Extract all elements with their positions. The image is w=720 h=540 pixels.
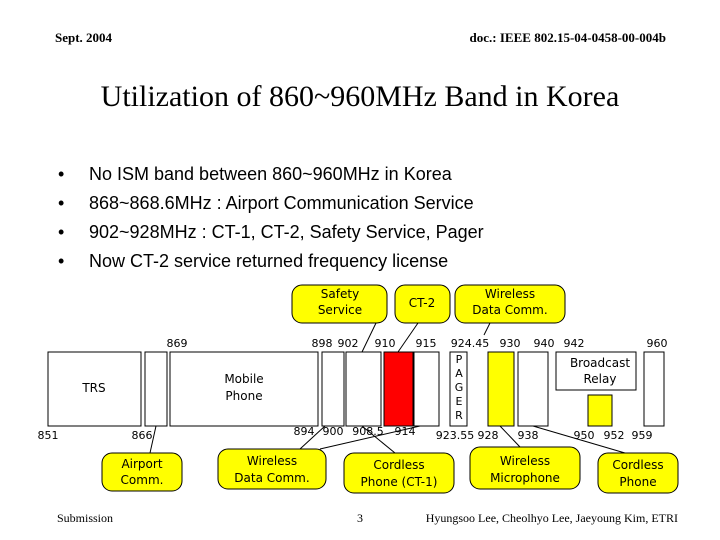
airport-comm-band [144, 351, 168, 427]
ct2-callout [394, 284, 451, 324]
header-date: Sept. 2004 [55, 30, 113, 45]
bullet-dot: • [58, 193, 65, 213]
cordless-phone-label-line1: Cordless [612, 458, 663, 472]
cordless-phone-label-line2: Phone [619, 475, 656, 489]
safety-service-callout [291, 284, 388, 324]
cordless-ct1-pointer [361, 425, 396, 454]
wireless-mic-callout [469, 446, 581, 490]
freq-940: 940 [534, 337, 555, 350]
trs-label: TRS [81, 381, 105, 395]
footer-submission: Submission [57, 511, 114, 525]
freq-900: 900 [323, 425, 344, 438]
bullet-item: • 902~928MHz : CT-1, CT-2, Safety Service… [58, 218, 484, 247]
airport-comm-label-line2: Comm. [121, 473, 164, 487]
bullet-dot: • [58, 222, 65, 242]
cordless-ct1-label-line2: Phone (CT-1) [361, 475, 438, 489]
freq-923-55: 923.55 [436, 429, 475, 442]
ct2-pointer [397, 322, 419, 353]
cordless-phone-pointer [532, 425, 626, 454]
freq-894: 894 [294, 425, 315, 438]
cordless-ct1-callout [343, 452, 455, 494]
broadcast-relay-band [587, 394, 613, 427]
top-frequency-labels: 869 898 902 910 915 924.45 930 940 942 9… [167, 337, 668, 350]
wireless-mic-label-line1: Wireless [500, 454, 550, 468]
slide-title: Utilization of 860~960MHz Band in Korea [100, 80, 620, 113]
cordless-phone-callout [597, 452, 679, 494]
bullet-text: Now CT-2 service returned frequency lice… [89, 251, 449, 271]
freq-910: 910 [375, 337, 396, 350]
airport-comm-callout [101, 452, 183, 492]
bullet-item: • No ISM band between 860~960MHz in Korea [58, 160, 484, 189]
wireless-data-band-894 [321, 351, 345, 427]
band-959-960 [643, 351, 665, 427]
ct2-band [383, 351, 414, 427]
wireless-mic-label-line2: Microphone [490, 471, 560, 485]
freq-928: 928 [478, 429, 499, 442]
bullet-text: 902~928MHz : CT-1, CT-2, Safety Service,… [89, 222, 484, 242]
pager-letter: G [455, 381, 464, 394]
wireless-data-top-callout [454, 284, 566, 324]
freq-952: 952 [604, 429, 625, 442]
ct2-label: CT-2 [409, 296, 436, 310]
wireless-mic-pointer [499, 425, 521, 448]
freq-902: 902 [338, 337, 359, 350]
freq-942: 942 [564, 337, 585, 350]
freq-959: 959 [632, 429, 653, 442]
bullet-dot: • [58, 164, 65, 184]
safety-service-pointer [361, 322, 377, 353]
mobile-phone-label-line1: Mobile [224, 372, 263, 386]
safety-service-label-line2: Service [318, 303, 362, 317]
wireless-data-bottom-callout [217, 448, 327, 490]
bullet-dot: • [58, 251, 65, 271]
mobile-phone-band [169, 351, 319, 427]
freq-915: 915 [416, 337, 437, 350]
pager-label: P A G E R [455, 353, 464, 422]
wireless-data-band-915 [413, 351, 440, 427]
freq-866: 866 [132, 429, 153, 442]
airport-comm-label-line1: Airport [121, 457, 162, 471]
freq-851: 851 [38, 429, 59, 442]
freq-930: 930 [500, 337, 521, 350]
airport-comm-pointer [149, 425, 157, 454]
bullet-text: 868~868.6MHz : Airport Communication Ser… [89, 193, 474, 213]
footer-page-number: 3 [357, 511, 363, 525]
wireless-data-bottom-pointer-left [299, 425, 326, 450]
pager-letter: R [455, 409, 463, 422]
wireless-data-bottom-label-line2: Data Comm. [234, 471, 309, 485]
mobile-phone-label-line2: Phone [225, 389, 262, 403]
broadcast-relay-label-line2: Relay [584, 372, 617, 386]
freq-950: 950 [574, 429, 595, 442]
freq-938: 938 [518, 429, 539, 442]
wireless-microphone-band [487, 351, 515, 427]
pager-letter: E [456, 395, 463, 408]
bullet-text: No ISM band between 860~960MHz in Korea [89, 164, 452, 184]
cordless-ct1-band [345, 351, 382, 427]
header-doc-id: doc.: IEEE 802.15-04-0458-00-004b [469, 30, 666, 45]
wireless-data-top-label-line1: Wireless [485, 287, 535, 301]
pager-band [449, 351, 468, 427]
wireless-data-top-pointer [483, 322, 491, 336]
bullet-list: • No ISM band between 860~960MHz in Korea… [58, 160, 484, 276]
safety-service-label-line1: Safety [321, 287, 359, 301]
broadcast-relay-box [555, 351, 637, 391]
freq-924-45: 924.45 [451, 337, 490, 350]
wireless-data-bottom-pointer-right [319, 425, 421, 450]
trs-band [47, 351, 142, 427]
bullet-item: • 868~868.6MHz : Airport Communication Se… [58, 189, 484, 218]
bullet-item: • Now CT-2 service returned frequency lic… [58, 247, 484, 276]
footer-authors: Hyungsoo Lee, Cheolhyo Lee, Jaeyoung Kim… [425, 511, 678, 525]
broadcast-relay-label-line1: Broadcast [570, 356, 630, 370]
freq-898: 898 [312, 337, 333, 350]
wireless-data-top-label-line2: Data Comm. [472, 303, 547, 317]
freq-869: 869 [167, 337, 188, 350]
cordless-ct1-label-line1: Cordless [373, 458, 424, 472]
freq-960: 960 [647, 337, 668, 350]
pager-letter: A [455, 367, 463, 380]
pager-letter: P [456, 353, 463, 366]
wireless-data-bottom-label-line1: Wireless [247, 454, 297, 468]
cordless-phone-band [517, 351, 549, 427]
